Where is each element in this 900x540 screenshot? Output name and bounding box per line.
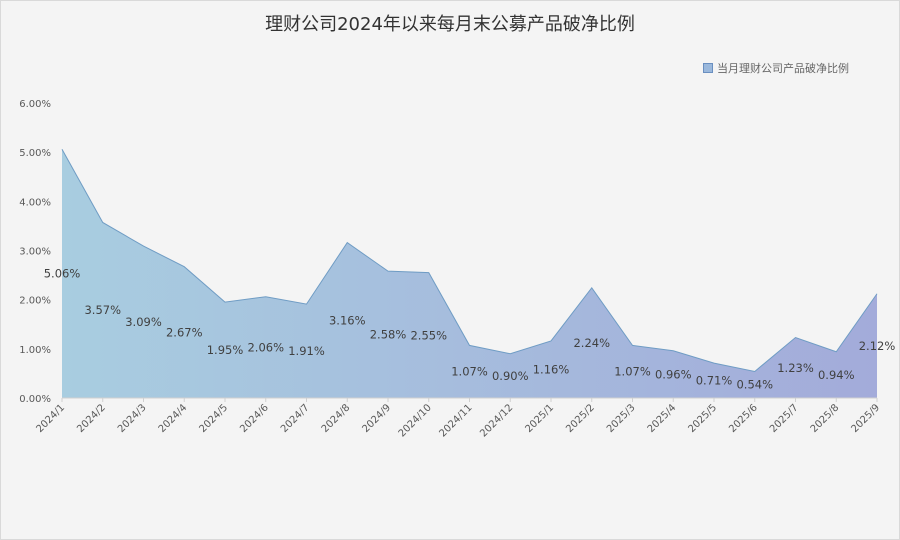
y-tick-label: 0.00% (19, 394, 51, 405)
y-tick-label: 1.00% (19, 345, 51, 356)
data-label: 2.24% (573, 336, 610, 350)
x-tick-label: 2024/11 (437, 402, 474, 439)
data-label: 2.55% (410, 328, 447, 342)
y-tick-label: 3.00% (19, 247, 51, 258)
data-label: 2.67% (166, 325, 203, 339)
legend: 当月理财公司产品破净比例 (703, 60, 849, 76)
x-tick-label: 2025/5 (686, 402, 719, 435)
x-tick-label: 2024/3 (116, 402, 149, 435)
legend-swatch (703, 63, 713, 73)
data-label: 0.96% (655, 367, 692, 381)
chart-title: 理财公司2024年以来每月末公募产品破净比例 (265, 14, 635, 35)
x-tick-label: 2025/2 (564, 402, 597, 435)
data-label: 1.07% (614, 365, 651, 379)
x-tick-label: 2024/7 (279, 402, 312, 435)
y-tick-label: 2.00% (19, 296, 51, 307)
y-tick-label: 6.00% (19, 99, 51, 110)
data-label: 1.07% (451, 365, 488, 379)
x-tick-label: 2025/3 (605, 402, 638, 435)
x-tick-label: 2025/7 (768, 402, 801, 435)
x-tick-label: 2025/6 (727, 402, 760, 435)
x-tick-label: 2025/9 (849, 402, 882, 435)
data-label: 5.06% (44, 267, 81, 281)
data-label: 0.90% (492, 369, 529, 383)
data-label: 3.16% (329, 313, 366, 327)
x-tick-label: 2024/5 (197, 402, 230, 435)
data-label: 1.16% (533, 362, 570, 376)
x-tick-label: 2025/1 (523, 402, 556, 435)
data-label: 3.57% (84, 303, 121, 317)
x-tick-label: 2024/8 (320, 402, 353, 435)
data-label: 0.71% (696, 374, 733, 388)
series-line (61, 148, 878, 372)
data-label: 2.12% (859, 339, 896, 353)
x-tick-label: 2024/6 (238, 402, 271, 435)
x-tick-label: 2024/9 (360, 402, 393, 435)
data-label: 1.91% (288, 344, 325, 358)
x-tick-label: 2025/4 (646, 402, 679, 435)
x-tick-label: 2024/12 (478, 402, 515, 439)
data-label: 1.95% (207, 343, 244, 357)
x-tick-label: 2024/4 (157, 402, 190, 435)
data-label: 0.94% (818, 368, 855, 382)
x-tick-label: 2025/8 (809, 402, 842, 435)
legend-label: 当月理财公司产品破净比例 (717, 62, 849, 75)
data-label: 3.09% (125, 315, 162, 329)
area-fill (62, 149, 877, 398)
x-tick-label: 2024/10 (397, 402, 434, 439)
y-tick-label: 5.00% (19, 148, 51, 159)
y-tick-label: 4.00% (19, 197, 51, 208)
data-label: 1.23% (777, 361, 814, 375)
data-label: 2.06% (247, 340, 284, 354)
data-label: 2.58% (370, 328, 407, 342)
x-tick-label: 2024/1 (34, 402, 67, 435)
x-tick-label: 2024/2 (75, 402, 108, 435)
data-label: 0.54% (736, 378, 773, 392)
